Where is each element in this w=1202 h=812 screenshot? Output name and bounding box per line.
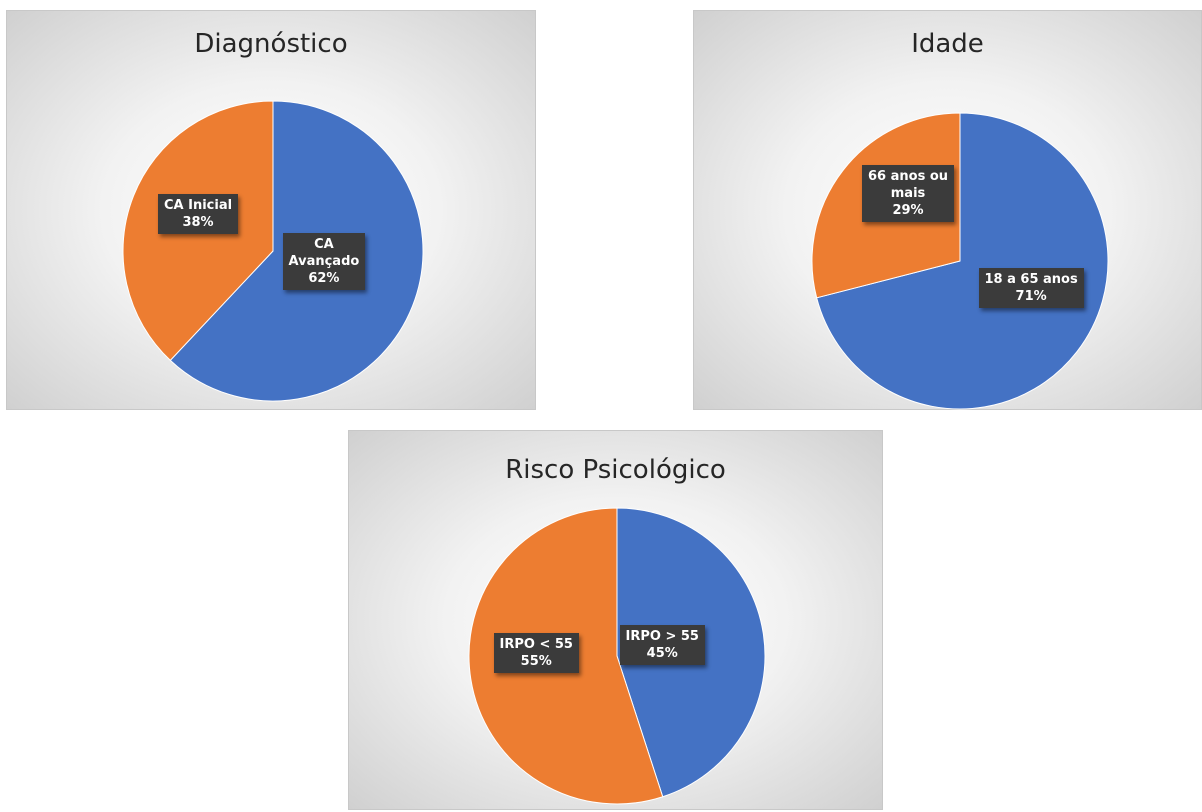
data-label-irpo-55: IRPO < 55 55% xyxy=(493,633,579,673)
chart-panel-idade: Idade 18 a 65 anos 71% 66 anos ou mais 29% xyxy=(693,10,1202,410)
data-label-category: Avançado xyxy=(288,253,360,269)
chart-title: Idade xyxy=(911,29,984,59)
data-label-percent: 55% xyxy=(520,654,552,669)
data-label-ca-inicial: CA Inicial 38% xyxy=(158,194,239,234)
data-label-18-a-65-anos: 18 a 65 anos 71% xyxy=(978,268,1084,308)
data-label-category: IRPO < 55 xyxy=(499,637,573,652)
data-label-category: CA Inicial xyxy=(164,198,233,213)
chart-panel-risco-psicologico: Risco Psicológico IRPO > 55 45% IRPO < 55 5… xyxy=(348,430,883,810)
data-label-percent: 71% xyxy=(1015,289,1047,304)
data-label-percent: 29% xyxy=(892,202,924,218)
pie-chart-diagnostico xyxy=(122,100,424,402)
data-label-percent: 62% xyxy=(308,270,340,286)
data-label-66-anos-ou-mais: 66 anos ou mais 29% xyxy=(862,164,955,222)
data-label-ca-avancado: CA Avançado 62% xyxy=(282,232,366,290)
data-label-category: 18 a 65 anos xyxy=(984,272,1078,287)
data-label-category: CA xyxy=(314,236,334,252)
data-label-category: mais xyxy=(890,185,926,201)
data-label-category: 66 anos ou xyxy=(868,168,949,184)
data-label-percent: 38% xyxy=(182,215,214,230)
data-label-percent: 45% xyxy=(646,646,678,661)
pie-slice-18-a-65-anos xyxy=(816,112,1109,410)
chart-panel-diagnostico: Diagnóstico CA Avançado 62% CA Inicial 38% xyxy=(6,10,536,410)
pie-chart-risco-psicologico xyxy=(468,507,766,805)
data-label-category: IRPO > 55 xyxy=(625,629,699,644)
chart-title: Risco Psicológico xyxy=(505,455,726,485)
chart-title: Diagnóstico xyxy=(194,29,348,59)
data-label-irpo-55: IRPO > 55 45% xyxy=(619,625,705,665)
